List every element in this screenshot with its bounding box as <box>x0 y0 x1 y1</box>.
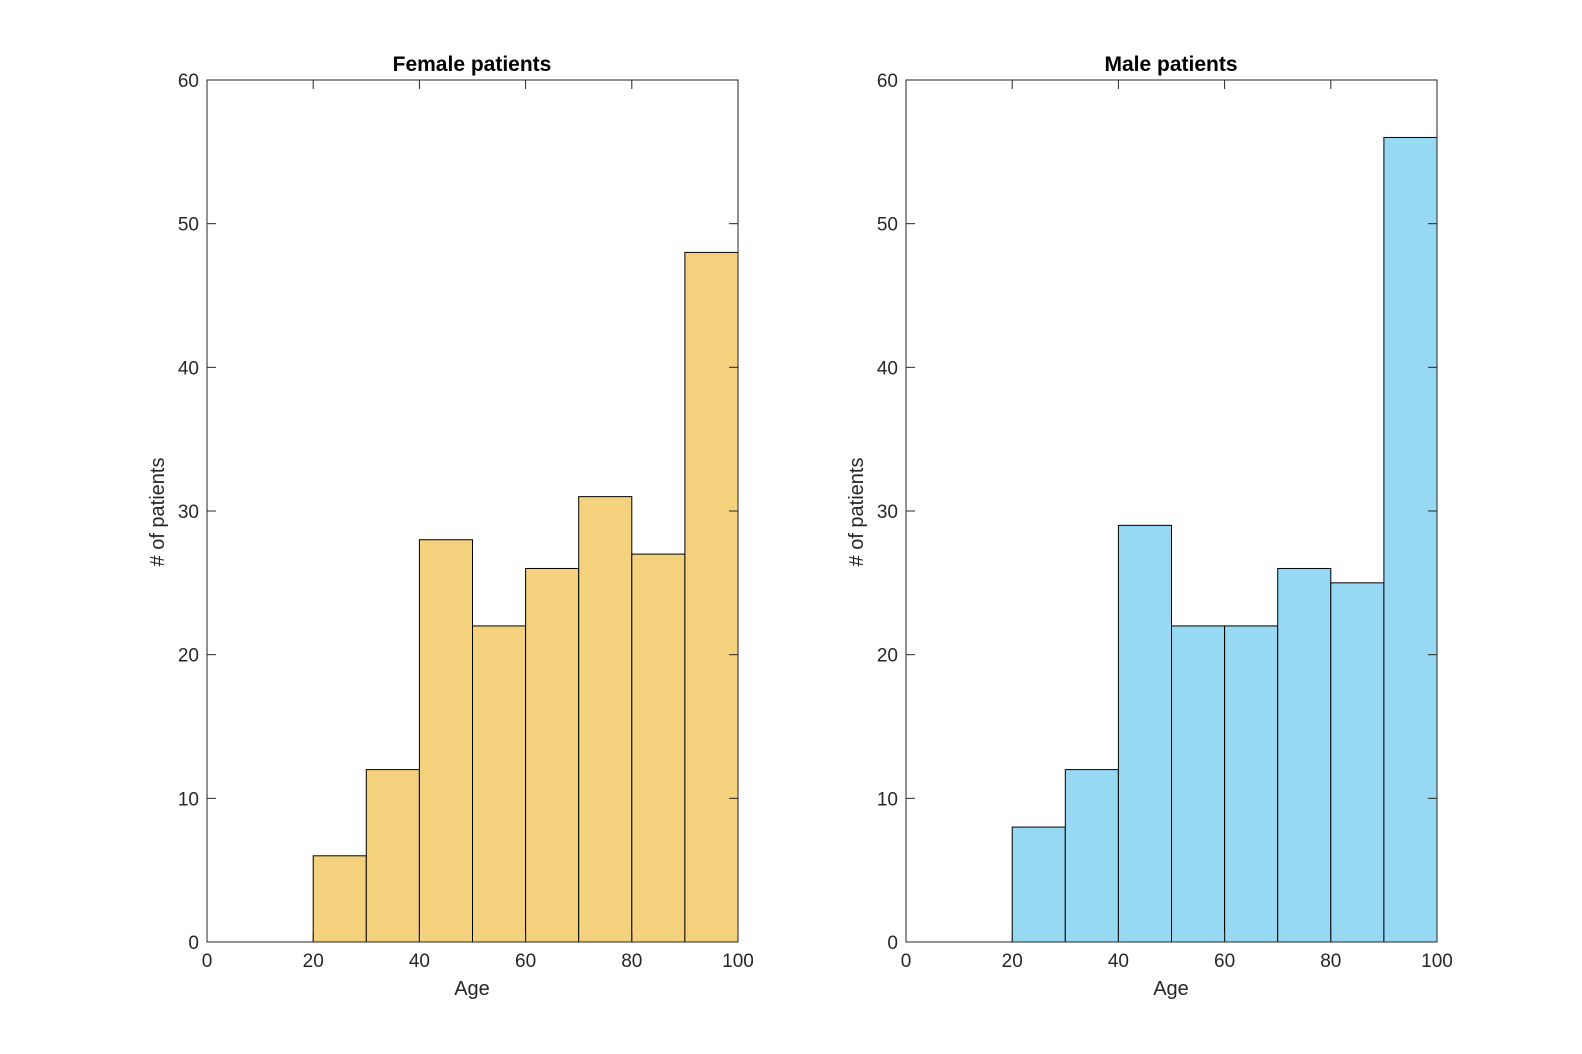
female-panel: Female patients Age # of patients 0 20 40 6… <box>147 53 754 1000</box>
male-y-tick-label: 60 <box>877 71 898 92</box>
male-y-tick-label: 10 <box>877 789 898 810</box>
male-y-ticks: 0 10 20 30 40 50 60 <box>877 71 1437 954</box>
male-x-tick-label: 20 <box>1002 951 1023 972</box>
female-bar-90-100 <box>684 251 739 943</box>
male-bar-40-50 <box>1117 524 1173 943</box>
female-bar-50-60 <box>472 625 527 943</box>
female-bar-30-40 <box>365 769 420 943</box>
male-x-axis-label: Age <box>1153 978 1189 1000</box>
female-x-tick-label: 100 <box>722 951 754 972</box>
female-bars <box>312 251 739 943</box>
female-x-axis-label: Age <box>454 978 490 1000</box>
female-x-tick-label: 60 <box>515 951 536 972</box>
male-bar-30-40 <box>1064 769 1119 943</box>
male-bars <box>1011 136 1438 943</box>
female-x-tick-label: 80 <box>621 951 642 972</box>
male-x-ticks: 0 20 40 60 80 100 <box>901 80 1453 972</box>
female-y-tick-label: 40 <box>178 358 199 379</box>
male-y-tick-label: 40 <box>877 358 898 379</box>
male-x-tick-label: 0 <box>901 951 912 972</box>
female-x-tick-label: 40 <box>409 951 430 972</box>
female-y-tick-label: 50 <box>178 215 199 236</box>
male-chart-title: Male patients <box>1104 53 1237 76</box>
female-y-axis-label: # of patients <box>147 458 169 567</box>
female-bar-70-80 <box>578 496 633 943</box>
male-x-tick-label: 40 <box>1108 951 1129 972</box>
male-bar-90-100 <box>1383 136 1438 943</box>
female-y-tick-label: 10 <box>178 789 199 810</box>
male-y-tick-label: 30 <box>877 502 898 523</box>
male-x-tick-label: 80 <box>1320 951 1341 972</box>
male-panel: Male patients Age # of patients 0 20 40 60 8… <box>846 53 1453 1000</box>
male-bar-60-70 <box>1224 625 1279 943</box>
female-x-ticks: 0 20 40 60 80 100 <box>202 80 754 972</box>
female-bar-60-70 <box>525 567 580 943</box>
female-y-tick-label: 30 <box>178 502 199 523</box>
male-y-tick-label: 20 <box>877 646 898 667</box>
female-y-tick-label: 20 <box>178 646 199 667</box>
female-x-tick-label: 20 <box>303 951 324 972</box>
male-y-axis-label: # of patients <box>846 458 868 567</box>
female-x-tick-label: 0 <box>202 951 213 972</box>
female-bar-40-50 <box>418 539 473 943</box>
female-y-tick-label: 0 <box>188 933 199 954</box>
female-bar-20-30 <box>312 855 367 943</box>
male-x-tick-label: 100 <box>1421 951 1453 972</box>
male-bar-70-80 <box>1277 567 1332 943</box>
male-bar-50-60 <box>1171 625 1226 943</box>
female-y-ticks: 0 10 20 30 40 50 60 <box>178 71 738 954</box>
female-chart-title: Female patients <box>393 53 552 76</box>
female-y-tick-label: 60 <box>178 71 199 92</box>
male-bar-20-30 <box>1011 826 1066 943</box>
male-bar-80-90 <box>1330 582 1385 943</box>
male-x-tick-label: 60 <box>1214 951 1235 972</box>
female-bar-80-90 <box>631 553 686 943</box>
male-y-tick-label: 0 <box>887 933 898 954</box>
male-y-tick-label: 50 <box>877 215 898 236</box>
